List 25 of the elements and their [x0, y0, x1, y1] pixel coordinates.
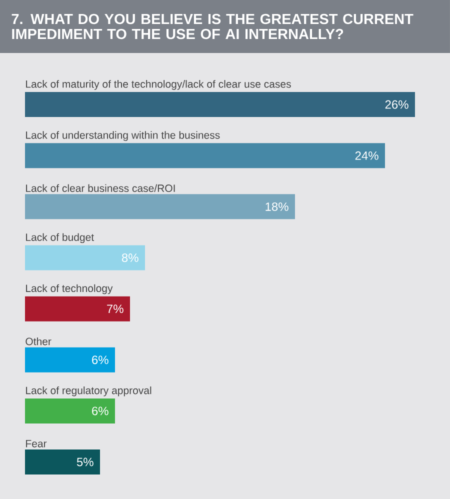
data-label: 18%	[266, 202, 288, 211]
y-tick-label: Fear	[26, 440, 47, 448]
bar	[25, 450, 100, 475]
data-label: 8%	[122, 254, 138, 262]
y-tick-label: Lack of regulatory approval	[26, 386, 152, 396]
bar	[25, 245, 145, 270]
y-tick-label: Lack of clear business case/ROI	[26, 184, 175, 192]
bar	[25, 347, 115, 372]
data-label: 7%	[107, 304, 124, 314]
y-tick-label: Other	[26, 337, 52, 346]
y-tick-label: Lack of technology	[26, 284, 113, 294]
y-tick-label: Lack of maturity of the technology/lack of clear use cases	[26, 80, 291, 90]
chart-title: 7. WHAT DO YOU BELIEVE IS THE GREATEST CURRENT IMPEDIMENT TO THE USE OF AI INTERNALLY?	[12, 14, 414, 40]
bar	[25, 92, 415, 118]
bar	[25, 398, 115, 424]
data-label: 24%	[355, 151, 378, 160]
bar	[25, 194, 295, 220]
y-tick-label: Lack of understanding within the business	[26, 131, 220, 141]
bar	[25, 143, 385, 168]
data-label: 5%	[76, 458, 94, 466]
bar	[25, 296, 130, 322]
data-label: 26%	[385, 100, 408, 109]
y-tick-label: Lack of budget	[26, 233, 94, 244]
data-label: 6%	[92, 406, 108, 416]
data-label: 6%	[92, 356, 108, 364]
